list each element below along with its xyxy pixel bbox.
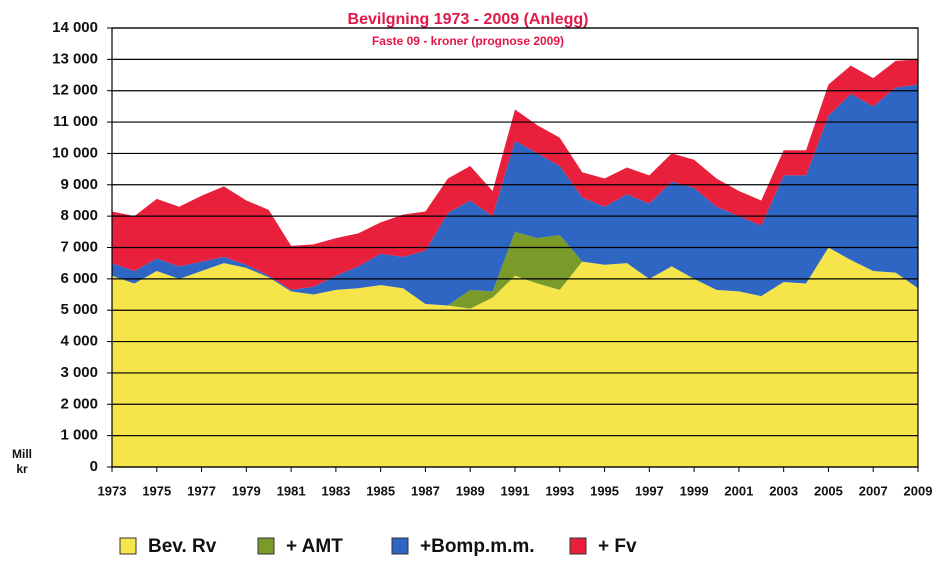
y-axis-label: kr [16, 462, 28, 476]
plot-border [111, 27, 919, 468]
x-tick-label: 1995 [590, 483, 619, 498]
y-tick-label: 13 000 [52, 50, 98, 67]
y-axis-label: Mill [12, 447, 32, 461]
x-tick-label: 2005 [814, 483, 843, 498]
x-tick-label: 1977 [187, 483, 216, 498]
y-tick-label: 9 000 [60, 176, 98, 193]
y-tick-label: 10 000 [52, 144, 98, 161]
legend-swatch [119, 537, 137, 555]
area [112, 247, 918, 467]
legend-label: + Fv [598, 536, 637, 557]
area [112, 84, 918, 306]
x-tick-label: 2001 [724, 483, 753, 498]
y-tick-label: 14 000 [52, 19, 98, 36]
x-tick-label: 1989 [456, 483, 485, 498]
legend-swatch [257, 537, 275, 555]
x-tick-label: 1979 [232, 483, 261, 498]
legend-label: Bev. Rv [148, 536, 217, 557]
x-tick-label: 1973 [98, 483, 127, 498]
x-tick-label: 1999 [680, 483, 709, 498]
x-tick-label: 1991 [501, 483, 530, 498]
legend-label: +Bomp.m.m. [420, 536, 535, 557]
y-tick-label: 4 000 [60, 333, 98, 350]
legend-swatch [569, 537, 587, 555]
x-tick-label: 2003 [769, 483, 798, 498]
x-tick-label: 1997 [635, 483, 664, 498]
x-tick-label: 1987 [411, 483, 440, 498]
y-tick-label: 7 000 [60, 238, 98, 255]
y-tick-label: 0 [90, 458, 98, 475]
chart-title: Bevilgning 1973 - 2009 (Anlegg) [348, 11, 589, 28]
y-tick-label: 2 000 [60, 395, 98, 412]
y-tick-label: 11 000 [53, 113, 98, 130]
y-tick-label: 5 000 [60, 301, 98, 318]
x-tick-label: 1985 [366, 483, 395, 498]
y-tick-label: 6 000 [60, 270, 98, 287]
x-tick-label: 1981 [277, 483, 306, 498]
legend-swatch [391, 537, 409, 555]
y-tick-label: 8 000 [60, 207, 98, 224]
legend-label: + AMT [286, 536, 343, 557]
area [112, 59, 918, 290]
x-tick-label: 1993 [545, 483, 574, 498]
x-tick-label: 1975 [142, 483, 171, 498]
x-tick-label: 2007 [859, 483, 888, 498]
y-tick-label: 1 000 [60, 427, 98, 444]
area [112, 231, 918, 309]
y-tick-label: 12 000 [52, 82, 98, 99]
chart-subtitle: Faste 09 - kroner (prognose 2009) [372, 34, 564, 48]
x-tick-label: 2009 [904, 483, 933, 498]
x-tick-label: 1983 [321, 483, 350, 498]
y-tick-label: 3 000 [60, 364, 98, 381]
